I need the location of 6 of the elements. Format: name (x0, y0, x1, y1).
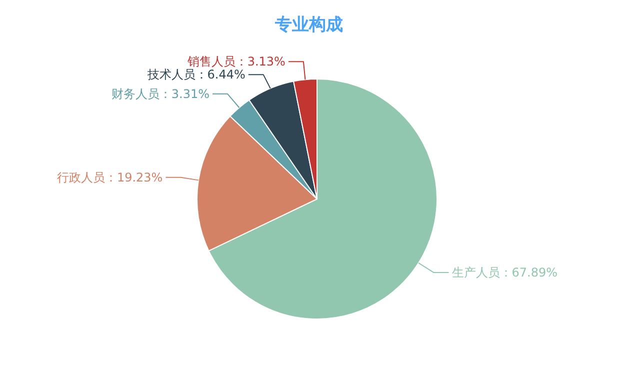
chart-title: 专业构成 (274, 15, 343, 35)
slice-label: 生产人员：67.89% (452, 266, 558, 280)
slice-label: 财务人员：3.31% (111, 86, 210, 101)
slice-label: 销售人员：3.13% (186, 54, 286, 69)
slice-label: 行政人员：19.23% (56, 170, 163, 184)
slice-label: 技术人员：6.44% (146, 68, 246, 82)
